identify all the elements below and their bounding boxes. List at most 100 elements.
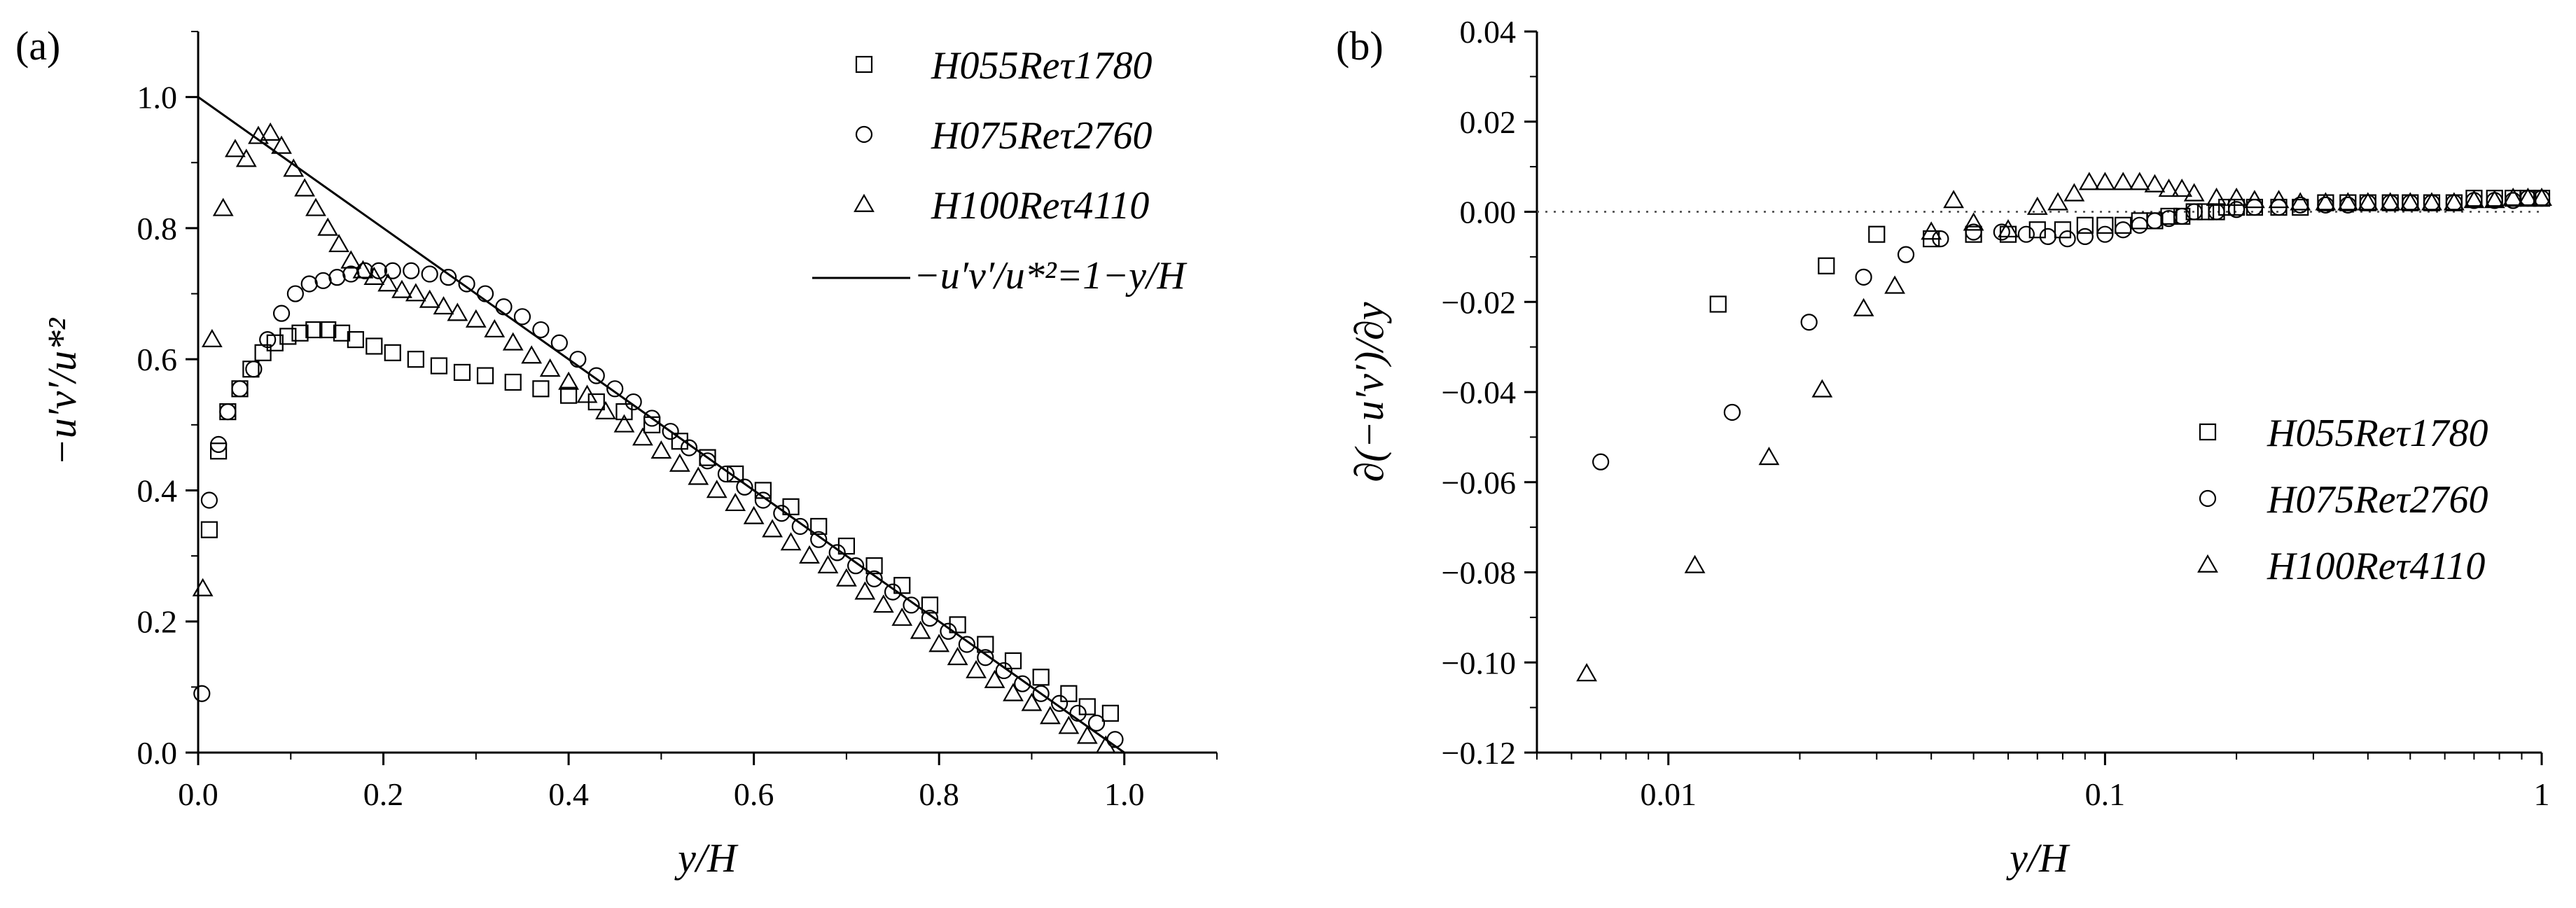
panel-a-point-triangle [447, 302, 468, 321]
panel-b-x-tick-label: 0.1 [2085, 776, 2126, 812]
panel-b-point-triangle [2226, 187, 2247, 207]
panel-a-point-square [1060, 685, 1078, 702]
panel-b-point-square [1709, 295, 1727, 313]
panel-b-point-triangle [2268, 190, 2290, 209]
panel-a-point-circle [773, 505, 791, 522]
panel-a-point-triangle [283, 158, 305, 177]
panel-a-legend-label: H055Reτ1780 [931, 44, 1153, 88]
panel-b-point-triangle [2484, 190, 2505, 209]
panel-a-point-circle [921, 609, 939, 627]
panel-b-point-triangle [2183, 183, 2205, 202]
panel-a-legend: H055Reτ1780 H075Reτ2760 H100Reτ4110 −u′v′/u… [812, 44, 1187, 298]
panel-a-legend-line-label: −u′v′/u*²=1−y/H [914, 254, 1187, 298]
panel-a-point-triangle [1003, 683, 1024, 701]
panel-a-point-square [347, 330, 364, 349]
panel-a-y-tick-label: 0.6 [137, 342, 178, 377]
panel-b-y-tick-label: −0.12 [1442, 735, 1516, 771]
panel-a-point-triangle [1076, 725, 1098, 744]
panel-a-point-triangle [1058, 715, 1080, 734]
panel-a-point-circle [495, 298, 513, 316]
panel-b-point-circle [2173, 207, 2191, 225]
panel-a-point-circle [736, 478, 753, 496]
panel-a-point-triangle [872, 594, 894, 613]
panel-b-point-triangle [2379, 192, 2401, 211]
panel-a-point-square [210, 442, 228, 460]
panel-a-point-circle [1051, 694, 1068, 712]
panel-b-legend-label: H100Reτ4110 [2267, 545, 2485, 588]
panel-a-point-square [643, 416, 661, 433]
panel-a-point-circle [370, 262, 388, 279]
panel-a-point-circle [995, 662, 1012, 680]
panel-a-point-triangle [558, 371, 579, 390]
panel-a-point-triangle [669, 453, 690, 472]
panel-b-point-triangle [2047, 192, 2068, 211]
panel-b-point-triangle [1998, 219, 2019, 238]
panel-b-y-tick-label: 0.02 [1460, 104, 1517, 140]
panel-b-point-circle [1592, 453, 1610, 470]
panel-a-point-circle [210, 435, 228, 454]
panel-a-y-label: −u′v′/u*² [39, 317, 85, 466]
panel-a-point-triangle [225, 139, 246, 158]
panel-a-y-tick-label: 1.0 [137, 80, 178, 116]
panel-a-point-triangle [1040, 706, 1061, 725]
panel-b-point-triangle [2357, 192, 2379, 211]
panel-a-point-triangle [328, 234, 349, 253]
panel-b-point-circle [1800, 314, 1818, 331]
panel-a-point-circle [440, 269, 457, 286]
panel-b-point-triangle [1884, 275, 1905, 294]
panel-a-point-circle [1014, 675, 1031, 692]
panel-a-point-square [430, 357, 448, 375]
panel-b-point-triangle [1576, 663, 1597, 682]
panel-a-point-triangle [743, 505, 765, 524]
panel-a-point-triangle [521, 345, 543, 364]
panel-b-point-triangle [2421, 192, 2442, 211]
panel-a-point-triangle [363, 266, 385, 285]
panel-a-point-circle [513, 308, 531, 326]
panel-a-legend-marker-square [855, 55, 873, 74]
panel-a-point-circle [810, 531, 828, 548]
panel-b-point-triangle [2400, 192, 2421, 211]
panel-a-point-triangle [317, 217, 339, 236]
panel-a-point-triangle [595, 400, 616, 419]
panel-b-point-triangle [1943, 190, 1964, 209]
panel-a-point-square [266, 334, 284, 351]
panel-b-point-square [2054, 221, 2072, 239]
panel-a-point-triangle [235, 148, 257, 167]
panel-a-point-square [305, 321, 323, 339]
panel-a-point-square [893, 577, 911, 594]
panel-b-point-triangle [2144, 174, 2166, 193]
panel-a-point-triangle [947, 647, 968, 666]
panel-b-point-triangle [2337, 192, 2359, 211]
panel-b-point-square [2115, 216, 2132, 234]
panel-a-point-triangle [294, 178, 316, 197]
panel-a-point-circle [421, 265, 438, 283]
panel-a-x-tick-label: 0.4 [548, 776, 589, 812]
panel-b-point-square [2196, 203, 2215, 221]
panel-b-markers [1576, 172, 2552, 682]
panel-a-x-tick-label: 0.8 [919, 776, 959, 812]
panel-a-point-circle [791, 517, 809, 536]
panel-a-point-triangle [836, 568, 857, 587]
panel-b-point-triangle [2517, 187, 2539, 207]
panel-b-point-circle [2039, 228, 2056, 246]
panel-a-point-square [407, 351, 424, 368]
panel-a-point-circle [569, 351, 587, 368]
panel-b-y-tick-label: −0.04 [1442, 375, 1516, 410]
panel-b-point-triangle [2063, 183, 2085, 202]
panel-b-x-label: y/H [2006, 835, 2070, 881]
panel-b-point-square [1818, 257, 1835, 274]
panel-a-point-circle [286, 285, 304, 302]
panel-a-legend-marker-circle [855, 125, 873, 144]
panel-a-point-circle [828, 544, 846, 561]
panel-a-point-circle [884, 583, 902, 601]
panel-b-point-triangle [2463, 190, 2485, 209]
panel-a-point-triangle [799, 545, 820, 564]
panel-b-y-tick-label: −0.08 [1442, 555, 1516, 591]
panel-b-point-square [1868, 225, 1886, 243]
panel-a-x-tick-label: 1.0 [1104, 776, 1145, 812]
panel-b-point-triangle [1758, 447, 1780, 466]
panel-a-point-circle [977, 649, 994, 666]
panel-b-point-circle [2115, 221, 2132, 239]
panel-a-point-triangle [539, 358, 561, 377]
